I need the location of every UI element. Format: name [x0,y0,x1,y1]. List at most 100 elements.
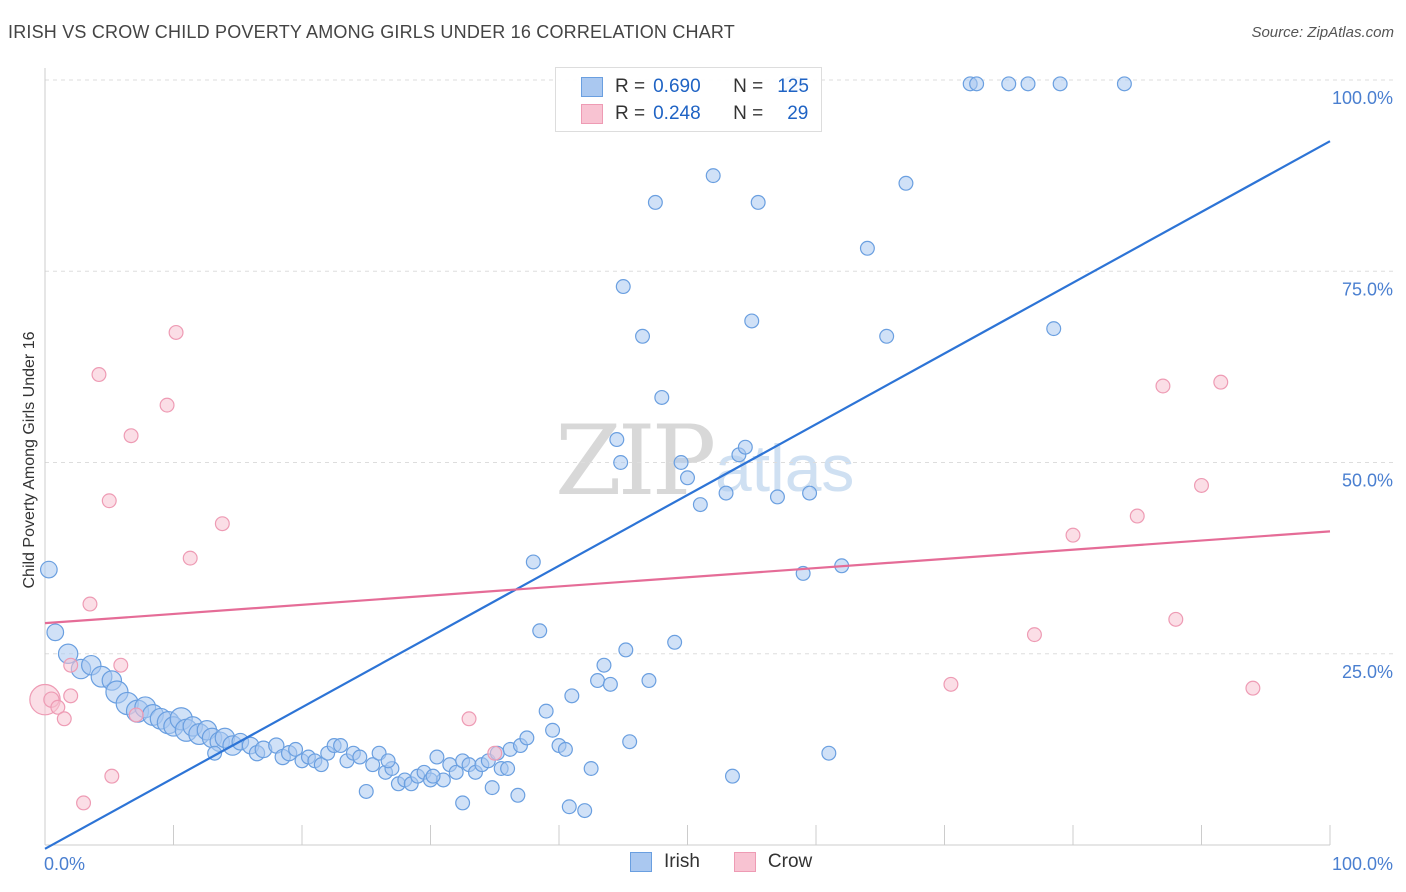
point-crow [1065,527,1081,543]
point-crow [182,550,198,566]
point-crow [1026,627,1042,643]
point-crow [101,493,117,509]
point-irish [564,688,580,704]
point-crow [63,657,79,673]
point-crow [63,688,79,704]
point-irish [744,313,760,329]
point-irish [618,642,634,658]
point-irish [596,657,612,673]
point-crow [113,657,129,673]
point-irish [313,757,329,773]
point-irish [532,623,548,639]
point-irish [39,560,58,579]
point-irish [673,455,689,470]
point-crow [56,711,72,727]
point-irish [333,738,349,754]
legend-irish-n-label: N = [733,76,764,97]
label-layer: 25.0% 50.0% 75.0% 100.0% 0.0% 100.0% Child Pov… [21,88,1393,874]
point-irish [879,328,895,344]
point-irish [1046,321,1062,337]
point-irish [667,634,683,650]
point-irish [365,757,381,773]
point-crow [128,707,144,723]
point-irish [358,783,374,799]
point-irish [500,761,516,776]
y-tick-label: 75.0% [1342,279,1393,299]
x-tick-label: 100.0% [1332,854,1393,874]
watermark-zip: ZIP [555,405,716,517]
legend-row-crow: R = 0.248 N = 29 [581,101,808,127]
y-tick-label: 100.0% [1332,88,1393,108]
legend-swatch-crow [581,104,603,124]
point-irish [425,768,441,784]
series-legend-crow[interactable]: Crow [733,851,812,873]
point-irish [561,799,577,815]
trendline-irish [44,140,1331,850]
legend-irish-r-label: R = [615,76,646,97]
point-irish [510,787,526,803]
point-crow [214,516,230,532]
series-legend: Irish Crow [630,851,846,873]
legend-swatch-irish [581,77,603,97]
point-crow [123,428,139,444]
y-tick-label: 25.0% [1342,662,1393,682]
point-irish [647,194,663,210]
trendline-crow [44,530,1331,625]
point-irish [455,795,471,811]
point-irish [352,749,368,765]
legend-crow-r-value: 0.248 [653,103,701,124]
point-crow [1213,374,1229,390]
point-irish [609,432,625,448]
chart-title: IRISH VS CROW CHILD POVERTY AMONG GIRLS … [8,22,735,42]
point-crow [159,397,175,413]
series-legend-irish-label: Irish [664,851,700,872]
grid-layer [45,79,1395,655]
point-irish [680,470,695,486]
legend-crow-r-label: R = [615,103,646,124]
point-crow [1155,378,1171,394]
point-irish [380,753,396,769]
legend-crow-n-value: 29 [787,103,809,124]
point-irish [538,703,554,719]
point-irish [821,745,837,761]
point-irish [545,722,561,738]
point-crow [91,367,107,383]
point-irish [654,389,670,405]
point-irish [448,764,464,780]
y-tick-label: 50.0% [1342,471,1393,491]
point-crow [1245,680,1261,696]
point-irish [622,734,638,750]
point-irish [577,803,593,819]
point-irish [750,194,766,210]
point-crow [1129,508,1145,524]
point-crow [461,711,477,727]
point-irish [484,780,500,796]
trend-layer [44,140,1331,850]
point-irish [1052,76,1068,92]
point-irish [898,175,914,191]
series-swatch-irish [630,852,652,872]
point-irish [724,768,740,784]
point-irish [602,676,618,692]
point-irish [769,489,785,505]
point-irish [557,741,573,757]
point-irish [615,279,631,295]
source-label: Source: ZipAtlas.com [1251,24,1394,41]
point-irish [737,439,753,455]
point-irish [613,455,629,470]
point-crow [487,745,503,761]
point-irish [1020,76,1036,92]
point-crow [1168,611,1184,627]
point-irish [1001,76,1017,92]
point-irish [46,623,65,642]
point-irish [519,730,535,746]
legend-irish-r-value: 0.690 [653,76,701,97]
point-crow [82,596,98,612]
point-irish [429,749,445,765]
series-legend-irish[interactable]: Irish [630,851,700,873]
point-irish [802,485,818,501]
point-irish [288,741,304,757]
correlation-legend: R = 0.690 N = 125 R = 0.248 N = 29 [555,67,822,132]
legend-crow-n-label: N = [733,103,764,124]
